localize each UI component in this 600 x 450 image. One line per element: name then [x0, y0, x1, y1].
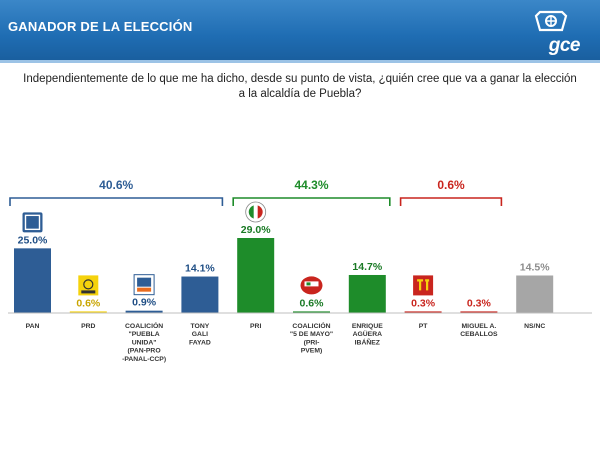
bar-6: [348, 274, 386, 313]
logo-text: gce: [548, 35, 581, 56]
bar-7: [404, 311, 442, 313]
category-label-3: TONY GALI FAYAD: [189, 323, 211, 346]
header-bar: GANADOR DE LA ELECCIÓN gce: [0, 0, 600, 60]
category-label-9: NS/NC: [524, 323, 545, 330]
bar-chart: 40.6% 44.3% 0.6% 25.0% 0.6% 0.9% 14.1% 29.0% 0.…: [8, 178, 592, 363]
category-label-7: PT: [419, 323, 429, 330]
group-total-label-0: 40.6%: [99, 178, 133, 192]
group-bracket-2: [399, 197, 503, 206]
bar-5: [293, 311, 330, 313]
category-label-5: COALICIÓN "5 DE MAYO" (PRI-PVEM): [290, 321, 333, 355]
value-label-5: 0.6%: [300, 297, 325, 309]
category-label-6: ENRIQUE AGÜERA IBÁÑEZ: [352, 323, 383, 346]
value-label-3: 14.1%: [185, 263, 215, 275]
bar-4: [237, 238, 275, 313]
value-label-7: 0.3%: [411, 297, 436, 309]
gce-logo-icon: [534, 10, 568, 32]
category-label-4: PRI: [250, 323, 261, 330]
bars: [8, 238, 592, 314]
puebla-unida-logo-icon: [133, 274, 155, 296]
category-label-0: PAN: [26, 323, 40, 330]
group-bracket-1: [232, 197, 391, 206]
pri-logo-icon: [245, 201, 267, 223]
pt-logo-icon: [413, 275, 434, 296]
party-icons: [22, 201, 434, 296]
value-label-6: 14.7%: [352, 261, 382, 273]
value-labels: 25.0% 0.6% 0.9% 14.1% 29.0% 0.6% 14.7% 0.3% 0.3%…: [18, 224, 551, 309]
category-labels: PAN PRD COALICIÓN "PUEBLA UNIDA" (PAN-PRO -PAN…: [26, 321, 546, 363]
cinco-de-mayo-logo-icon: [300, 276, 323, 295]
bar-8: [460, 311, 498, 313]
bar-9: [516, 275, 554, 313]
category-label-1: PRD: [81, 323, 95, 330]
category-label-2: COALICIÓN "PUEBLA UNIDA" (PAN-PRO -PANAL-CCP…: [122, 321, 166, 363]
header-divider: [0, 60, 600, 63]
group-total-label-2: 0.6%: [437, 178, 465, 192]
group-total-label-1: 44.3%: [294, 178, 328, 192]
page-title: GANADOR DE LA ELECCIÓN: [8, 19, 193, 34]
prd-logo-icon: [78, 275, 99, 296]
value-label-2: 0.9%: [132, 297, 157, 309]
group-bracket-0: [9, 197, 224, 206]
value-label-9: 14.5%: [520, 262, 550, 274]
group-brackets: 40.6% 44.3% 0.6%: [9, 178, 503, 206]
value-label-4: 29.0%: [241, 224, 271, 236]
bar-1: [69, 311, 107, 313]
value-label-1: 0.6%: [76, 297, 101, 309]
value-label-8: 0.3%: [467, 297, 492, 309]
bar-0: [14, 248, 51, 313]
value-label-0: 25.0%: [18, 234, 48, 246]
survey-question: Independientemente de lo que me ha dicho…: [23, 73, 577, 100]
pan-logo-icon: [22, 212, 43, 233]
bar-3: [181, 276, 219, 313]
category-label-8: MIGUEL A. CEBALLOS: [460, 323, 498, 338]
bar-2: [125, 310, 163, 313]
